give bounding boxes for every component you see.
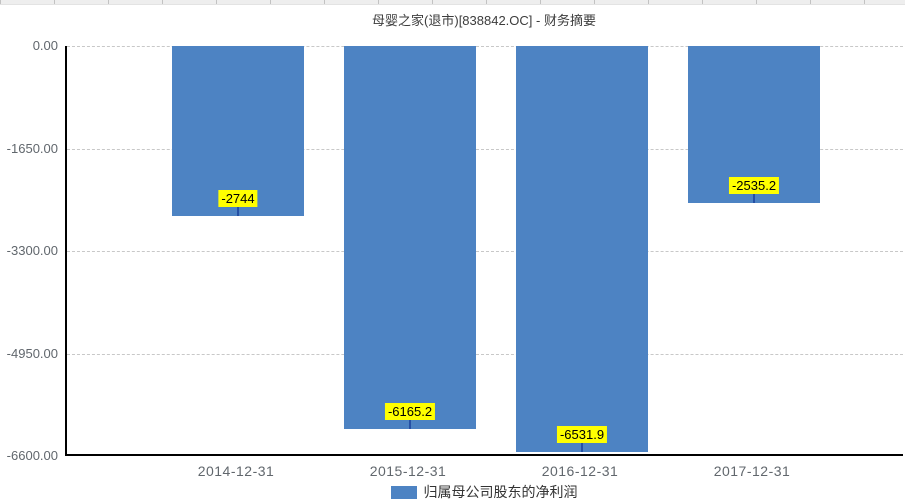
plot-area: -2744 -6165.2 -6531.9 -2535.2	[65, 46, 903, 456]
x-axis-tick-label: 2017-12-31	[713, 463, 791, 479]
data-label: -6165.2	[384, 403, 436, 420]
y-axis-tick-label: -3300.00	[6, 243, 58, 258]
bar-2017-12-31[interactable]	[688, 46, 820, 203]
legend-label: 归属母公司股东的净利润	[423, 484, 578, 500]
gridline	[67, 354, 903, 355]
gridline	[67, 251, 903, 252]
data-label: -2744	[218, 190, 258, 207]
legend-item[interactable]: 归属母公司股东的净利润	[390, 482, 578, 501]
bar-2015-12-31[interactable]	[344, 46, 476, 429]
y-axis-tick-label: -4950.00	[6, 346, 58, 361]
data-label-connector	[409, 420, 411, 429]
gridline	[67, 46, 903, 47]
data-label: -2535.2	[728, 177, 780, 194]
chart-title: 母婴之家(退市)[838842.OC] - 财务摘要	[372, 13, 596, 28]
y-axis-tick-label: 0.00	[32, 38, 58, 53]
y-axis-tick-label: -6600.00	[6, 448, 58, 463]
top-scrollbar-track[interactable]	[0, 0, 905, 5]
x-axis-tick-label: 2016-12-31	[541, 463, 619, 479]
gridline	[67, 149, 903, 150]
y-axis-tick-label: -1650.00	[6, 141, 58, 156]
data-label-connector	[237, 207, 239, 216]
bar-2014-12-31[interactable]	[172, 46, 304, 216]
legend-swatch	[390, 485, 417, 499]
x-axis-tick-label: 2014-12-31	[197, 463, 275, 479]
legend: 归属母公司股东的净利润	[65, 482, 903, 501]
data-label: -6531.9	[556, 426, 608, 443]
x-axis-tick-label: 2015-12-31	[369, 463, 447, 479]
bar-2016-12-31[interactable]	[516, 46, 648, 452]
data-label-connector	[753, 194, 755, 203]
data-label-connector	[581, 443, 583, 452]
